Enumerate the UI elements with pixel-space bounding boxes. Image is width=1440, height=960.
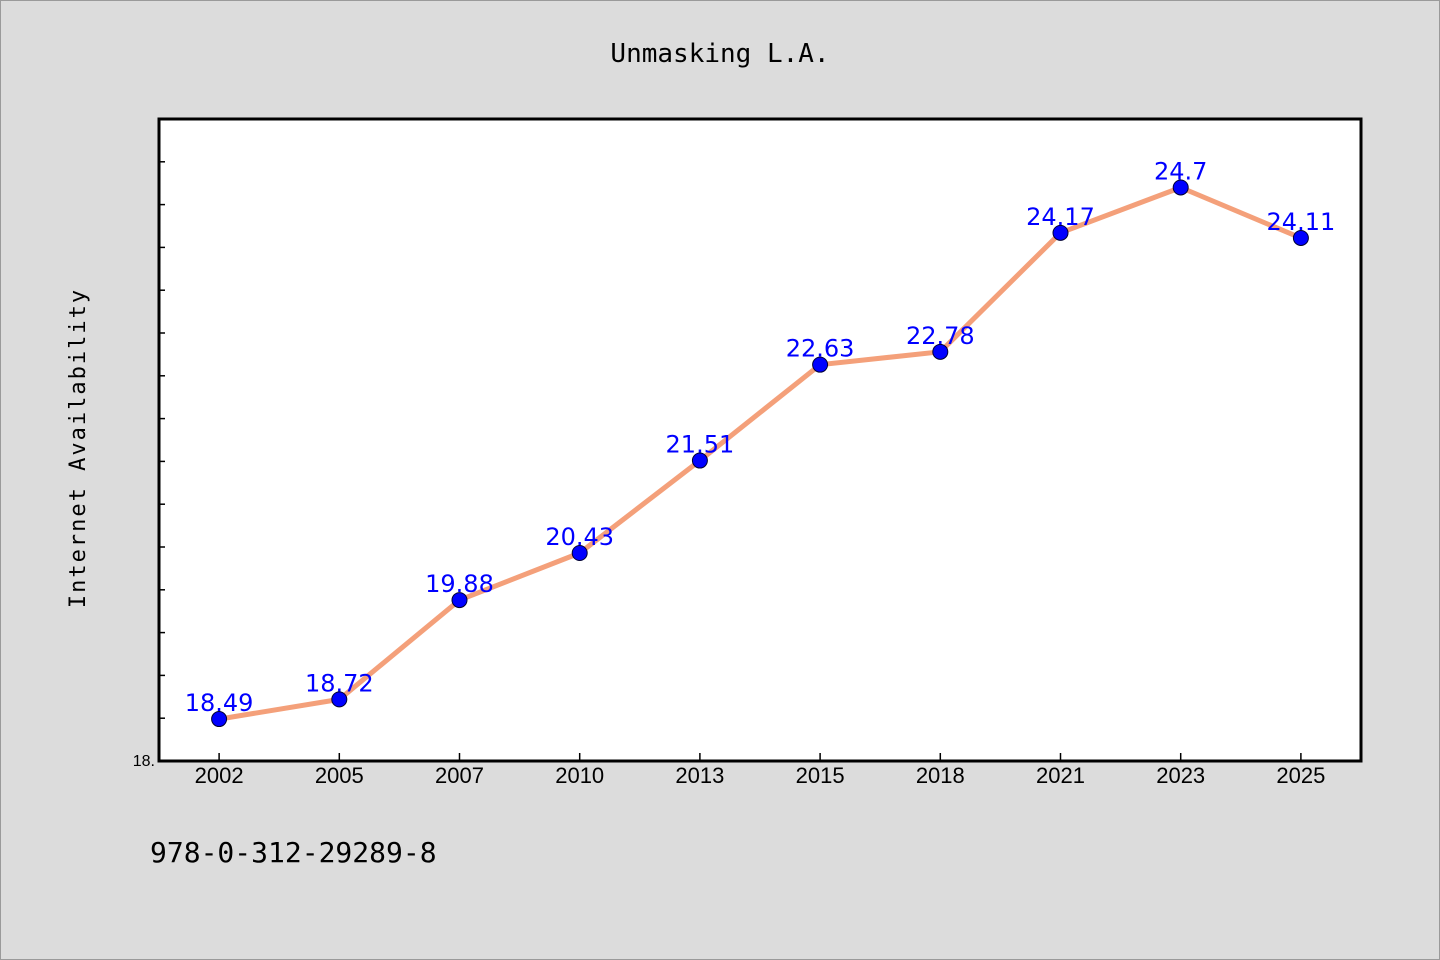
data-label: 18.49: [185, 689, 254, 717]
plot-area: [157, 117, 1363, 763]
series-line: [216, 185, 1304, 722]
x-tick-label: 2025: [1276, 763, 1325, 788]
data-label: 24.17: [1026, 203, 1095, 231]
data-point: [812, 356, 829, 373]
y-axis-label: Internet Availability: [66, 288, 91, 608]
data-label: 20.43: [545, 523, 614, 551]
isbn-text: 978-0-312-29289-8: [150, 836, 437, 869]
data-point: [571, 544, 588, 561]
data-labels: 18.49 18.72 19.88 20.43 21.51 22.63 22.78 24.17…: [185, 157, 1336, 717]
x-tick-label: 2002: [195, 763, 244, 788]
y-axis-ticks: [159, 161, 165, 719]
x-tick-label: 2015: [796, 763, 845, 788]
x-tick-label: 2018: [916, 763, 965, 788]
data-point: [1172, 179, 1189, 196]
y-tick-label: 18.: [133, 753, 155, 770]
x-axis-ticks: 2002 2005 2007 2010 2013 2015 2018 2021 2023 2025: [195, 753, 1325, 788]
data-point: [331, 691, 348, 708]
data-label: 22.63: [786, 335, 855, 363]
chart-title: Unmasking L.A.: [610, 39, 829, 69]
data-label: 21.51: [666, 431, 735, 459]
data-label: 19.88: [425, 570, 494, 598]
data-point: [1052, 224, 1069, 241]
x-tick-label: 2013: [675, 763, 724, 788]
data-label: 22.78: [906, 322, 975, 350]
data-point: [1292, 229, 1309, 246]
data-label: 18.72: [305, 669, 374, 697]
x-tick-label: 2010: [555, 763, 604, 788]
data-markers: [211, 179, 1309, 728]
x-tick-label: 2023: [1156, 763, 1205, 788]
data-label: 24.11: [1267, 208, 1336, 236]
x-tick-label: 2005: [315, 763, 364, 788]
data-label: 24.7: [1154, 157, 1207, 185]
data-point: [211, 711, 228, 728]
data-point: [451, 592, 468, 609]
x-tick-label: 2021: [1036, 763, 1085, 788]
x-tick-label: 2007: [435, 763, 484, 788]
data-point: [932, 343, 949, 360]
data-point: [691, 452, 708, 469]
